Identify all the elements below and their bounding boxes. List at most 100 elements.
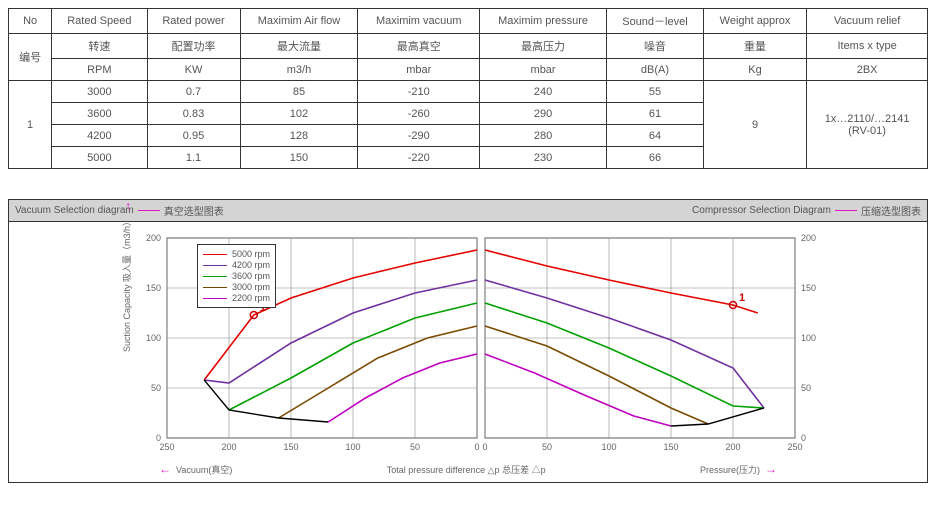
- legend-line-icon: [203, 265, 227, 266]
- col-header-en: Maximim Air flow: [240, 9, 358, 34]
- title-dash-right: [835, 210, 857, 211]
- col-header-cn: Items x type: [807, 34, 928, 59]
- col-header-en: Vacuum relief: [807, 9, 928, 34]
- header-row-en: NoRated SpeedRated powerMaximim Air flow…: [9, 9, 928, 34]
- svg-text:50: 50: [151, 383, 161, 393]
- chart-title-bar: Vacuum Selection diagram 真空选型图表 Compress…: [9, 200, 927, 222]
- x-axis-labels: ← Vacuum(真空) Total pressure difference △…: [9, 462, 927, 476]
- col-header-unit: dB(A): [607, 59, 704, 81]
- legend: 5000 rpm4200 rpm3600 rpm3000 rpm2200 rpm: [197, 244, 276, 308]
- title-left: Vacuum Selection diagram 真空选型图表: [9, 200, 468, 221]
- x-right-label: Pressure(压力) →: [700, 462, 777, 476]
- cell: 1.1: [147, 147, 240, 169]
- header-row-units: RPMKWm3/hmbarmbardB(A)Kg2BX: [9, 59, 928, 81]
- svg-text:250: 250: [159, 442, 174, 452]
- legend-line-icon: [203, 298, 227, 299]
- legend-item: 3600 rpm: [203, 271, 270, 281]
- legend-item: 4200 rpm: [203, 260, 270, 270]
- svg-text:200: 200: [801, 233, 816, 243]
- col-header-unit: Kg: [703, 59, 806, 81]
- chart-body: Suction Capacity 吸入量（m3/h） → 5000 rpm420…: [9, 222, 927, 482]
- cell: 230: [480, 147, 607, 169]
- col-header-en: Maximim vacuum: [358, 9, 480, 34]
- col-header-cn: 噪音: [607, 34, 704, 59]
- cell: 0.83: [147, 103, 240, 125]
- table-row: 130000.785-2102405591x…2110/…2141(RV-01): [9, 81, 928, 103]
- x-center-label: Total pressure difference △p 总压差 △p: [387, 463, 546, 476]
- cell: 0.95: [147, 125, 240, 147]
- col-header-unit: RPM: [52, 59, 147, 81]
- cell: 150: [240, 147, 358, 169]
- svg-text:0: 0: [801, 433, 806, 443]
- svg-text:200: 200: [146, 233, 161, 243]
- svg-text:150: 150: [663, 442, 678, 452]
- cell: 3000: [52, 81, 147, 103]
- cell: -290: [358, 125, 480, 147]
- svg-text:0: 0: [482, 442, 487, 452]
- col-header-en: Rated power: [147, 9, 240, 34]
- svg-text:0: 0: [474, 442, 479, 452]
- cell: 66: [607, 147, 704, 169]
- legend-line-icon: [203, 276, 227, 277]
- title-right-cn: 压缩选型图表: [861, 203, 921, 218]
- legend-label: 2200 rpm: [232, 293, 270, 303]
- svg-text:0: 0: [156, 433, 161, 443]
- svg-text:250: 250: [787, 442, 802, 452]
- svg-text:100: 100: [345, 442, 360, 452]
- col-header-cn: 重量: [703, 34, 806, 59]
- col-header-en: No: [9, 9, 52, 34]
- arrow-up-icon: →: [119, 200, 133, 212]
- cell: 280: [480, 125, 607, 147]
- svg-text:50: 50: [410, 442, 420, 452]
- y-axis-label: Suction Capacity 吸入量（m3/h） →: [119, 200, 133, 352]
- cell-weight: 9: [703, 81, 806, 169]
- cell: 85: [240, 81, 358, 103]
- cell: 0.7: [147, 81, 240, 103]
- col-header-unit: KW: [147, 59, 240, 81]
- svg-text:50: 50: [542, 442, 552, 452]
- title-dash-left: [138, 210, 160, 211]
- cell: 4200: [52, 125, 147, 147]
- col-header-cn: 转速: [52, 34, 147, 59]
- col-header-en: Weight approx: [703, 9, 806, 34]
- svg-text:150: 150: [146, 283, 161, 293]
- x-left-label: ← Vacuum(真空): [159, 462, 232, 476]
- cell: 61: [607, 103, 704, 125]
- legend-label: 3000 rpm: [232, 282, 270, 292]
- legend-line-icon: [203, 254, 227, 255]
- legend-label: 4200 rpm: [232, 260, 270, 270]
- svg-text:150: 150: [283, 442, 298, 452]
- title-left-en: Vacuum Selection diagram: [15, 205, 134, 216]
- col-header-cn: 最高压力: [480, 34, 607, 59]
- cell: 64: [607, 125, 704, 147]
- col-header-unit: mbar: [480, 59, 607, 81]
- legend-label: 5000 rpm: [232, 249, 270, 259]
- svg-text:200: 200: [725, 442, 740, 452]
- cell: 5000: [52, 147, 147, 169]
- cell: 3600: [52, 103, 147, 125]
- cell: 290: [480, 103, 607, 125]
- svg-text:50: 50: [801, 383, 811, 393]
- col-header-en: Rated Speed: [52, 9, 147, 34]
- col-header-cn: 配置功率: [147, 34, 240, 59]
- svg-text:100: 100: [146, 333, 161, 343]
- title-right: Compressor Selection Diagram 压缩选型图表: [468, 200, 927, 221]
- arrow-left-icon: ←: [159, 462, 171, 476]
- col-header-en: Maximim pressure: [480, 9, 607, 34]
- col-header-cn: 编号: [9, 34, 52, 81]
- cell: -220: [358, 147, 480, 169]
- title-left-cn: 真空选型图表: [164, 203, 224, 218]
- svg-text:100: 100: [601, 442, 616, 452]
- cell: 240: [480, 81, 607, 103]
- cell: -210: [358, 81, 480, 103]
- spec-table: NoRated SpeedRated powerMaximim Air flow…: [8, 8, 928, 169]
- cell-no: 1: [9, 81, 52, 169]
- legend-item: 3000 rpm: [203, 282, 270, 292]
- cell: 128: [240, 125, 358, 147]
- col-header-cn: 最大流量: [240, 34, 358, 59]
- cell: 102: [240, 103, 358, 125]
- legend-label: 3600 rpm: [232, 271, 270, 281]
- chart-container: Vacuum Selection diagram 真空选型图表 Compress…: [8, 199, 928, 483]
- svg-text:100: 100: [801, 333, 816, 343]
- col-header-unit: mbar: [358, 59, 480, 81]
